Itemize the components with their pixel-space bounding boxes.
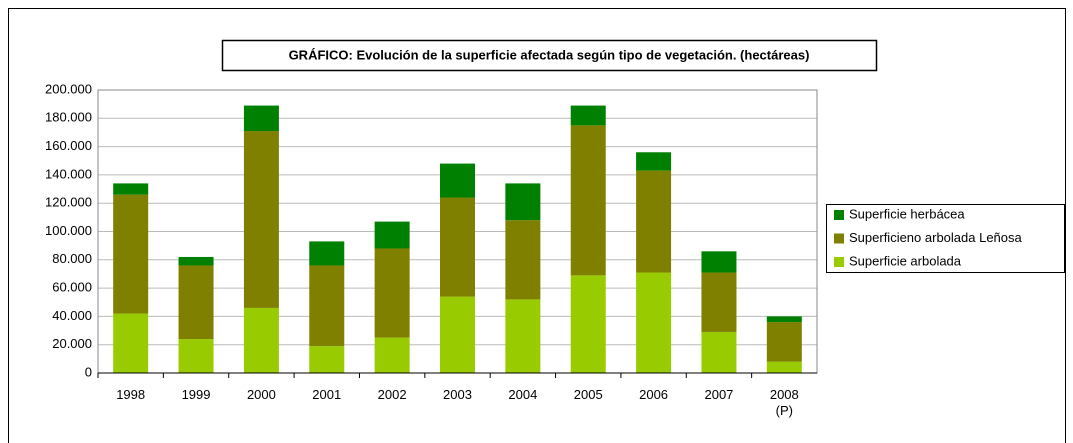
y-tick-label: 160.000 [45, 138, 92, 153]
legend-box [826, 204, 1065, 273]
x-tick-label: 2007 [704, 387, 734, 402]
bar-segment [243, 131, 279, 308]
bar-segment [178, 265, 214, 340]
bar-segment [570, 275, 606, 373]
x-tick-label: 2003 [443, 387, 472, 402]
bar-segment [505, 299, 541, 373]
y-tick-label: 200.000 [45, 81, 92, 96]
bar-segment [113, 313, 149, 373]
bar-segment [570, 105, 606, 126]
bar-segment [243, 105, 279, 132]
y-tick-label: 120.000 [45, 195, 92, 210]
bar-segment [766, 322, 802, 362]
bar-segment [374, 221, 410, 249]
x-tick-label: 2004 [508, 387, 538, 402]
bar-segment [701, 331, 737, 373]
bar-segment [374, 248, 410, 338]
y-tick-label: 0 [85, 364, 92, 379]
y-tick-label: 40.000 [52, 308, 92, 323]
legend-label: Superficie herbácea [849, 206, 965, 221]
x-tick-label: 2006 [639, 387, 669, 402]
y-tick-label: 180.000 [45, 110, 92, 125]
y-tick-label: 60.000 [52, 280, 92, 295]
x-tick-label: 1998 [116, 387, 146, 402]
x-tick-label: 1999 [181, 387, 211, 402]
bar-segment [309, 241, 345, 266]
x-tick-label: 2008 (P) [769, 387, 799, 418]
chart-frame [8, 8, 1066, 443]
bar-segment [766, 316, 802, 323]
bar-segment [766, 361, 802, 373]
bar-segment [309, 346, 345, 373]
y-tick-label: 20.000 [52, 336, 92, 351]
x-tick-label: 2001 [312, 387, 342, 402]
bar-segment [570, 125, 606, 276]
legend-swatch [834, 257, 844, 267]
legend-swatch [834, 210, 844, 220]
bar-segment [374, 337, 410, 373]
legend-swatch [834, 233, 844, 244]
title-box [221, 39, 878, 72]
bar-segment [636, 272, 672, 373]
bar-segment [505, 183, 541, 221]
bar-segment [113, 183, 149, 195]
bar-segment [309, 265, 345, 347]
legend-label: Superficieno arbolada Leñosa [849, 230, 1023, 245]
x-tick-label: 2000 [246, 387, 276, 402]
bar-segment [636, 152, 672, 171]
y-tick-label: 80.000 [52, 251, 92, 266]
bar-segment [701, 251, 737, 273]
bar-segment [440, 163, 475, 198]
bar-segment [440, 296, 475, 373]
bar-segment [505, 220, 541, 300]
bar-segment [440, 197, 475, 297]
bar-segment [113, 194, 149, 314]
bar-segment [178, 339, 214, 373]
y-tick-label: 140.000 [45, 166, 92, 181]
bar-segment [178, 256, 214, 266]
chart-title: GRÁFICO: Evolución de la superficie afec… [289, 47, 810, 62]
legend-label: Superficie arbolada [849, 253, 962, 268]
y-tick-label: 100.000 [45, 223, 92, 238]
bar-segment [243, 307, 279, 373]
bar-segment [636, 170, 672, 273]
bar-segment [701, 272, 737, 332]
x-tick-label: 2005 [573, 387, 603, 402]
x-tick-label: 2002 [377, 387, 407, 402]
